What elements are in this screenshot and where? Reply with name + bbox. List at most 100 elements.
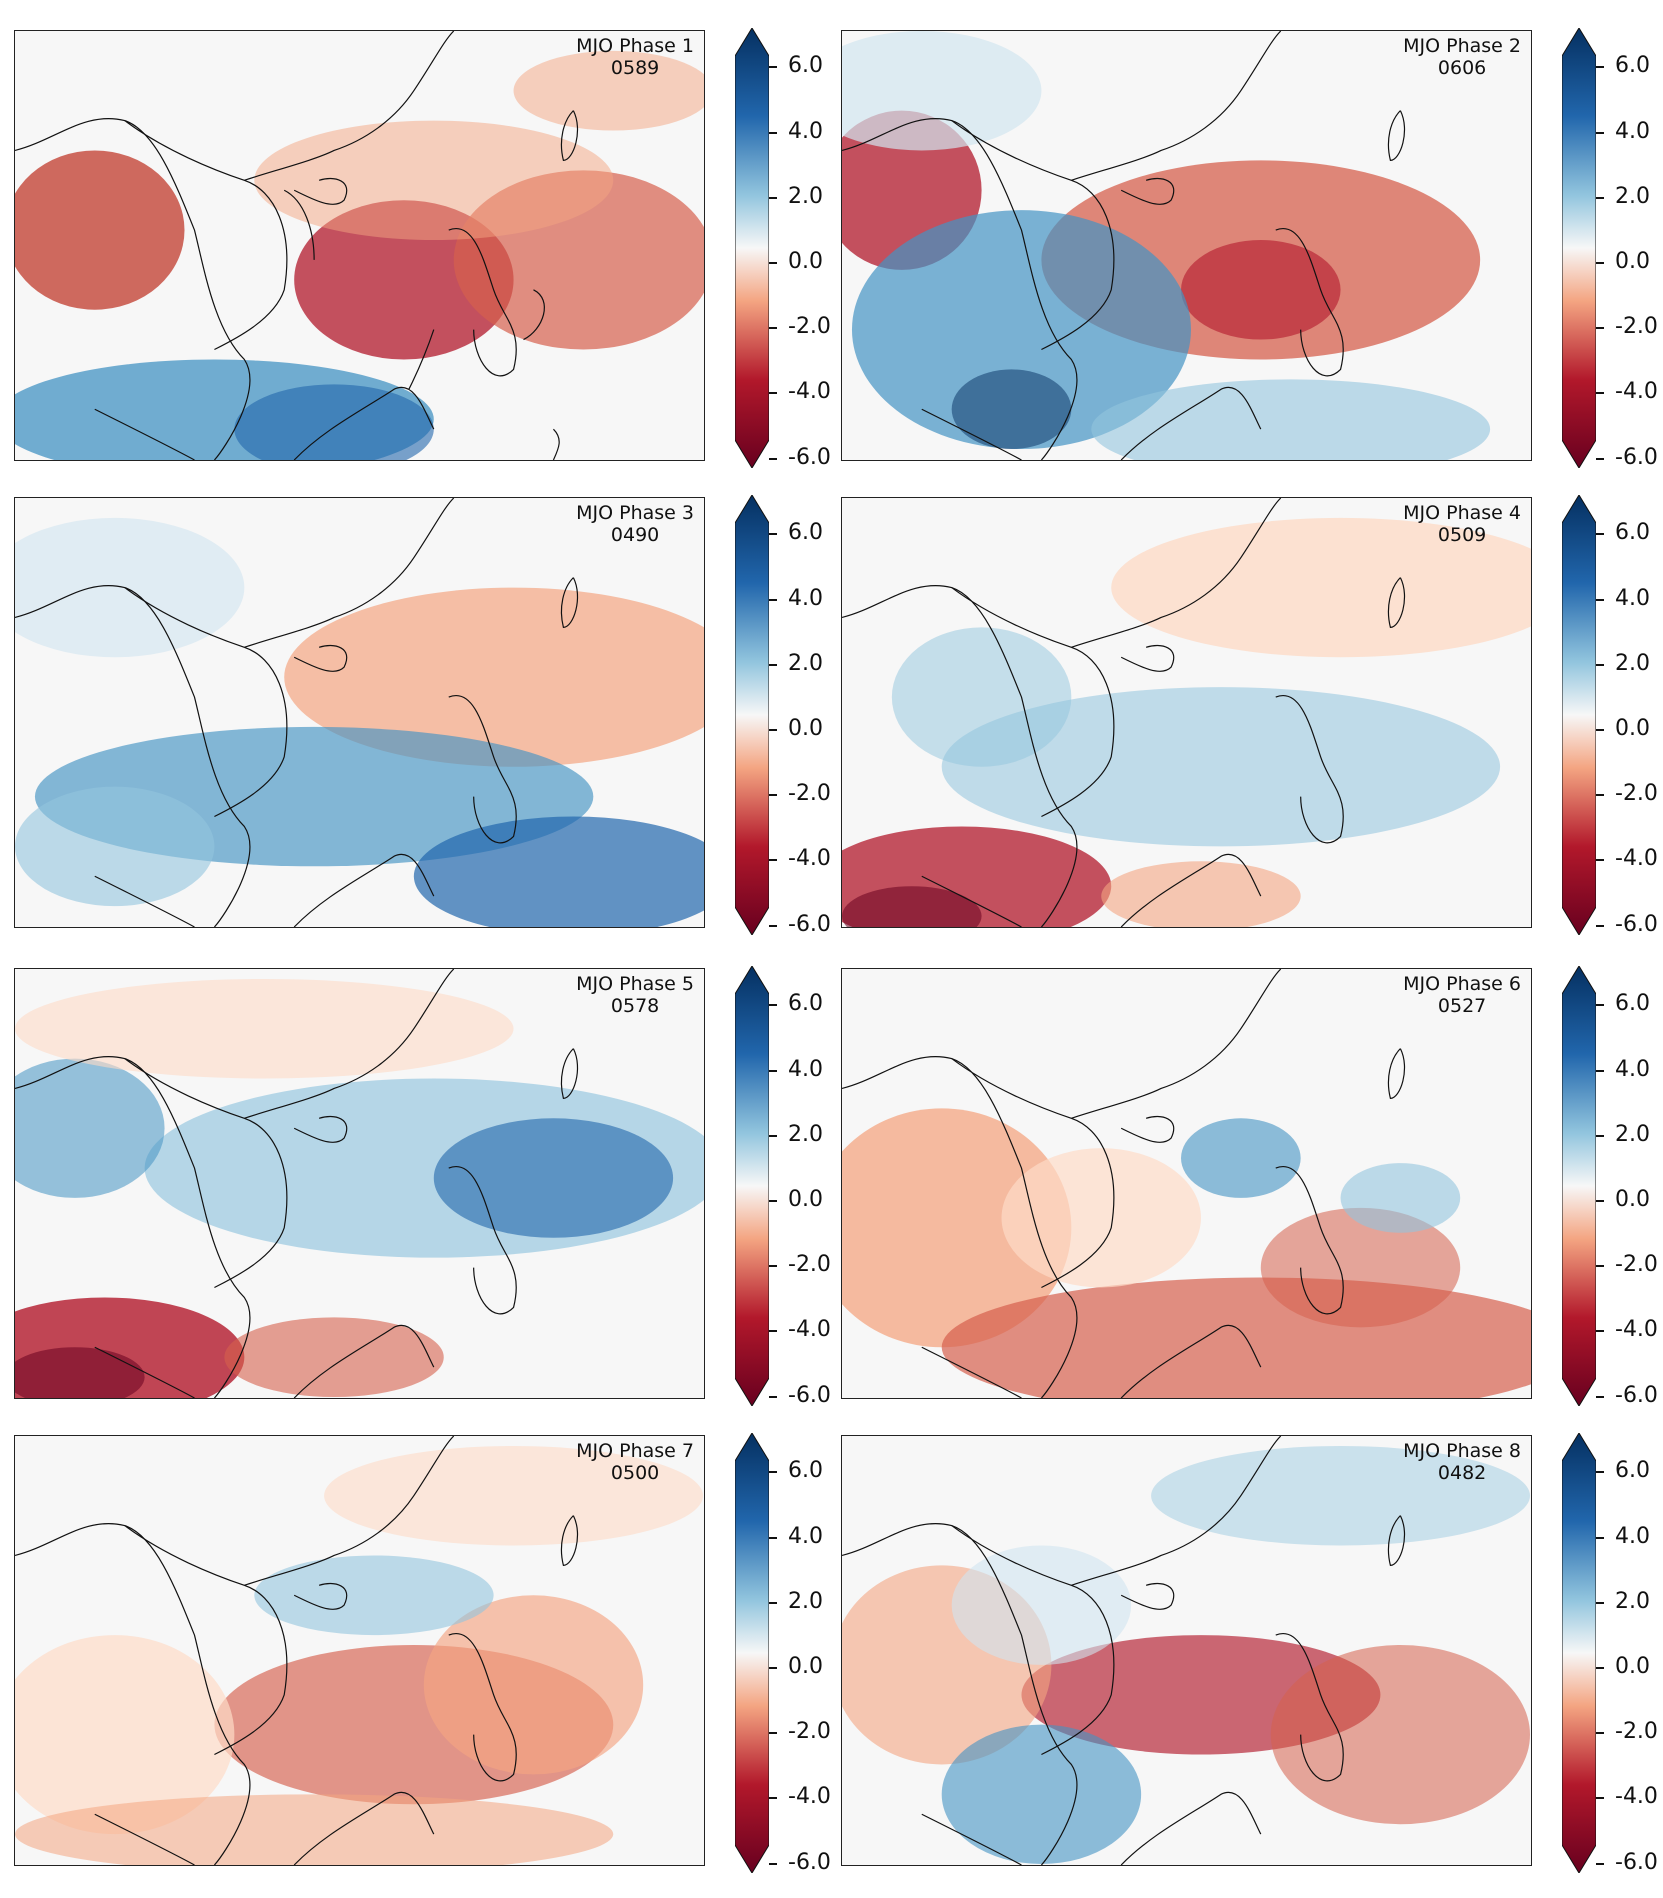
- colorbar-tick: [1596, 1471, 1604, 1473]
- colorbar-tick: [769, 925, 777, 927]
- colorbar-tick-label: 4.0: [1615, 1057, 1650, 1082]
- anomaly-field: [842, 498, 1531, 927]
- colorbar-tick: [769, 392, 777, 394]
- colorbar: [734, 27, 770, 469]
- sample-count: 0482: [1437, 1462, 1487, 1484]
- colorbar-tick: [769, 132, 777, 134]
- colorbar-tick: [1596, 262, 1604, 264]
- sample-count: 0490: [610, 524, 660, 546]
- colorbar-tick-label: 4.0: [1615, 586, 1650, 611]
- colorbar-gradient: [734, 27, 770, 469]
- colorbar: [1561, 1432, 1597, 1874]
- colorbar-gradient: [1561, 494, 1597, 936]
- colorbar-tick-label: -6.0: [1615, 1850, 1658, 1875]
- anomaly-field: [15, 31, 704, 460]
- colorbar-tick-label: -4.0: [1615, 1317, 1658, 1342]
- colorbar-tick-label: -2.0: [1615, 314, 1658, 339]
- colorbar-tick: [1596, 1537, 1604, 1539]
- anomaly-field: [15, 498, 704, 927]
- phase-label: MJO Phase 1: [576, 35, 694, 57]
- colorbar-tick: [1596, 1396, 1604, 1398]
- colorbar-tick-label: -6.0: [1615, 912, 1658, 937]
- panel-title: MJO Phase 7 0500: [576, 1440, 694, 1484]
- colorbar-tick: [769, 262, 777, 264]
- colorbar-tick: [1596, 1863, 1604, 1865]
- coastline-outlines: [842, 31, 1406, 460]
- colorbar-tick: [1596, 859, 1604, 861]
- colorbar-tick: [769, 1396, 777, 1398]
- colorbar-tick-label: 6.0: [1615, 1458, 1650, 1483]
- colorbar-tick-label: 6.0: [788, 991, 823, 1016]
- anomaly-map: MJO Phase 8 0482: [841, 1435, 1532, 1866]
- anomaly-field: [842, 1436, 1531, 1865]
- colorbar-tick-label: 6.0: [788, 1458, 823, 1483]
- phase-label: MJO Phase 6: [1403, 973, 1521, 995]
- colorbar-gradient: [734, 965, 770, 1407]
- colorbar-tick-label: 2.0: [1615, 1589, 1650, 1614]
- colorbar-tick: [1596, 1797, 1604, 1799]
- colorbar-tick-label: -6.0: [1615, 1383, 1658, 1408]
- colorbar-tick-label: -2.0: [788, 1252, 831, 1277]
- panel-title: MJO Phase 4 0509: [1403, 502, 1521, 546]
- colorbar-tick-label: 2.0: [788, 1589, 823, 1614]
- colorbar: [1561, 965, 1597, 1407]
- colorbar-tick-label: -4.0: [1615, 1784, 1658, 1809]
- colorbar-tick-label: 2.0: [1615, 184, 1650, 209]
- coastline-outlines: [842, 1436, 1406, 1865]
- colorbar-tick: [769, 1471, 777, 1473]
- sample-count: 0509: [1437, 524, 1487, 546]
- colorbar-tick: [769, 859, 777, 861]
- colorbar-tick-label: 0.0: [1615, 716, 1650, 741]
- anomaly-field: [842, 31, 1531, 460]
- colorbar-tick: [1596, 327, 1604, 329]
- colorbar-tick: [769, 1797, 777, 1799]
- colorbar-tick: [769, 1200, 777, 1202]
- colorbar-tick-label: -4.0: [788, 846, 831, 871]
- sample-count: 0527: [1437, 995, 1487, 1017]
- colorbar-tick: [769, 1667, 777, 1669]
- colorbar-tick: [1596, 1667, 1604, 1669]
- colorbar: [734, 965, 770, 1407]
- map-panel-phase-5: MJO Phase 5 0578 6.0 4.0 2.0 0.0 -2.0 -4…: [0, 956, 831, 1407]
- colorbar-tick-label: 2.0: [788, 1122, 823, 1147]
- colorbar-tick-label: 2.0: [788, 651, 823, 676]
- anomaly-map: MJO Phase 3 0490: [14, 497, 705, 928]
- colorbar-tick: [769, 1732, 777, 1734]
- colorbar-tick: [1596, 1070, 1604, 1072]
- colorbar-tick-label: -6.0: [788, 912, 831, 937]
- colorbar-tick-label: -4.0: [1615, 379, 1658, 404]
- colorbar-tick-label: 0.0: [788, 1654, 823, 1679]
- colorbar-gradient: [1561, 27, 1597, 469]
- anomaly-map: MJO Phase 2 0606: [841, 30, 1532, 461]
- coastline-outlines: [15, 1436, 579, 1865]
- colorbar-tick: [1596, 1265, 1604, 1267]
- panel-title: MJO Phase 2 0606: [1403, 35, 1521, 79]
- coastline-outlines: [15, 969, 579, 1398]
- colorbar-tick: [769, 1330, 777, 1332]
- panel-title: MJO Phase 5 0578: [576, 973, 694, 1017]
- phase-label: MJO Phase 7: [576, 1440, 694, 1462]
- colorbar-tick: [769, 197, 777, 199]
- map-panel-phase-6: MJO Phase 6 0527 6.0 4.0 2.0 0.0 -2.0 -4…: [827, 956, 1658, 1407]
- colorbar-tick-label: 0.0: [1615, 1187, 1650, 1212]
- sample-count: 0500: [610, 1462, 660, 1484]
- colorbar-tick-label: -4.0: [788, 379, 831, 404]
- panel-title: MJO Phase 3 0490: [576, 502, 694, 546]
- colorbar-tick: [1596, 794, 1604, 796]
- colorbar-tick: [769, 1602, 777, 1604]
- colorbar-tick-label: 6.0: [788, 520, 823, 545]
- colorbar: [734, 1432, 770, 1874]
- colorbar-tick: [1596, 197, 1604, 199]
- panel-title: MJO Phase 6 0527: [1403, 973, 1521, 1017]
- map-panel-phase-3: MJO Phase 3 0490 6.0 4.0 2.0 0.0 -2.0 -4…: [0, 485, 831, 936]
- colorbar-tick-label: 0.0: [1615, 249, 1650, 274]
- colorbar-tick: [769, 1070, 777, 1072]
- coastline-outlines: [842, 498, 1406, 927]
- colorbar-tick: [1596, 458, 1604, 460]
- colorbar-tick-label: 0.0: [788, 249, 823, 274]
- anomaly-field: [15, 1436, 704, 1865]
- colorbar-tick-label: -4.0: [1615, 846, 1658, 871]
- colorbar-tick-label: 6.0: [1615, 53, 1650, 78]
- colorbar-tick: [1596, 1004, 1604, 1006]
- anomaly-map: MJO Phase 1 0589: [14, 30, 705, 461]
